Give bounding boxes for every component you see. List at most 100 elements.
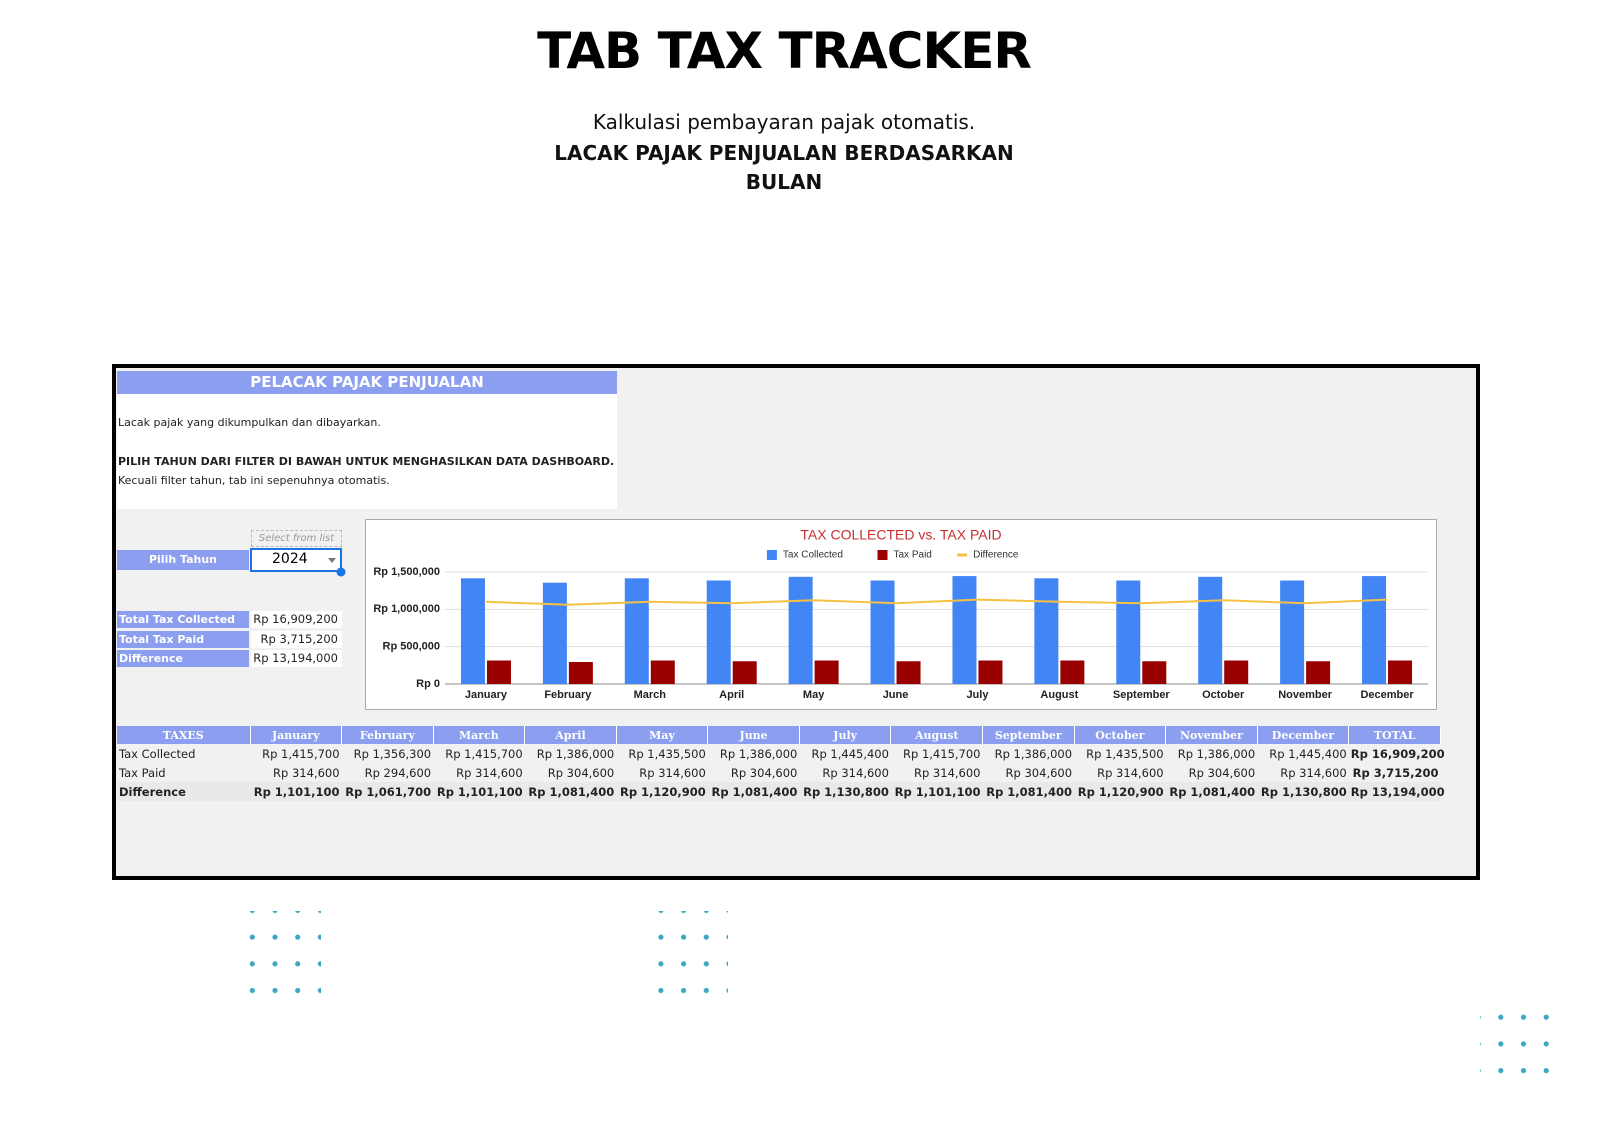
bar [952, 576, 977, 684]
dot-grid [1480, 996, 1560, 1086]
x-tick-label: August [1040, 689, 1078, 701]
table-cell: Rp 314,600 [639, 765, 706, 780]
bar [1362, 576, 1387, 684]
table-cell: Rp 1,081,400 [707, 782, 800, 801]
bar [1142, 661, 1167, 684]
table-cell: Rp 1,081,400 [1165, 782, 1258, 801]
bar [1198, 576, 1223, 684]
header-cell: October [1074, 726, 1167, 744]
table-cell: Rp 314,600 [1280, 765, 1347, 780]
x-tick-label: July [966, 689, 989, 701]
x-tick-label: December [1360, 689, 1414, 701]
summary-value: Rp 3,715,200 [251, 630, 342, 648]
summary-value: Rp 16,909,200 [251, 611, 342, 628]
bar [978, 660, 1003, 684]
panel-title: PELACAK PAJAK PENJUALAN [117, 371, 617, 394]
x-tick-label: May [803, 689, 825, 701]
table-cell: Rp 304,600 [1005, 765, 1073, 780]
table-cell: Rp 1,061,700 [341, 782, 434, 801]
header-cell: January [250, 726, 343, 744]
table-cell: Rp 1,435,500 [628, 746, 706, 761]
panel-instruction: PILIH TAHUN DARI FILTER DI BAWAH UNTUK M… [118, 455, 615, 468]
table-cell: Rp 1,101,100 [250, 782, 342, 801]
bar [650, 660, 675, 684]
header-cell: February [341, 726, 434, 744]
y-tick-label: Rp 1,000,000 [373, 603, 440, 615]
selection-handle [336, 567, 346, 577]
year-dropdown[interactable]: 2024 [250, 548, 346, 577]
bar [486, 660, 511, 684]
header-cell: July [799, 726, 892, 744]
filter-label: Pilih Tahun [117, 550, 249, 570]
header-cell: September [982, 726, 1075, 744]
table-cell: Rp 1,101,100 [433, 782, 525, 801]
line [485, 598, 1388, 606]
legend-marker [766, 550, 777, 560]
table-cell: Rp 294,600 [364, 765, 432, 780]
table-cell: Rp 1,435,500 [1086, 746, 1164, 761]
dropdown-value: 2024 [272, 551, 308, 567]
table-cell: Rp 1,130,800 [1257, 782, 1349, 801]
y-tick-label: Rp 500,000 [383, 641, 440, 653]
summary-label: Total Tax Paid [117, 630, 249, 648]
dot-grid [241, 911, 321, 1001]
table-cell: Rp 1,386,000 [1177, 746, 1256, 761]
chart-title: TAX COLLECTED vs. TAX PAID [800, 527, 1001, 543]
table-cell: Rp 304,600 [547, 765, 615, 780]
table-cell: Rp 1,081,400 [982, 782, 1075, 801]
panel-body: Lacak pajak yang dikumpulkan dan dibayar… [117, 394, 617, 509]
bar [706, 580, 731, 684]
subtitle: Kalkulasi pembayaran pajak otomatis. [592, 110, 976, 134]
summary-label: Difference [117, 650, 249, 667]
bar [1034, 578, 1059, 684]
x-tick-label: November [1278, 689, 1333, 701]
bar [624, 578, 649, 684]
header-cell: March [433, 726, 526, 744]
bar [1224, 660, 1249, 684]
summary-value: Rp 13,194,000 [251, 650, 342, 667]
y-tick-label: Rp 1,500,000 [373, 566, 440, 578]
x-tick-label: February [544, 689, 592, 701]
table-cell: Rp 1,120,900 [616, 782, 708, 801]
table-cell: Difference [117, 782, 250, 801]
table-cell: Rp 1,445,400 [1269, 746, 1347, 761]
legend-label: Tax Collected [783, 550, 843, 561]
table-cell: Rp 1,356,300 [353, 746, 432, 761]
table-cell: Rp 304,600 [730, 765, 798, 780]
table-cell: Rp 1,120,900 [1074, 782, 1166, 801]
table-cell: Rp 3,715,200 [1352, 765, 1439, 780]
filter-hint: Select from list [251, 530, 342, 547]
table-cell: Rp 1,130,800 [799, 782, 891, 801]
x-tick-label: January [465, 689, 508, 701]
header-cell: June [707, 726, 800, 744]
dot-grid [648, 911, 728, 1001]
header-cell: April [524, 726, 617, 744]
bar [568, 662, 593, 684]
bar [788, 576, 813, 684]
table-row: Tax Collected Rp 1,415,700 Rp 1,356,300 Rp … [117, 744, 1445, 763]
header-cell: TOTAL [1348, 726, 1441, 744]
x-tick-label: October [1202, 689, 1245, 701]
table-cell: Rp 1,386,000 [994, 746, 1073, 761]
x-tick-label: June [883, 689, 909, 701]
bar [1388, 660, 1413, 684]
header-cell: TAXES [117, 726, 251, 744]
bar [1306, 661, 1331, 684]
table-cell: Rp 314,600 [822, 765, 889, 780]
table-cell: Tax Paid [119, 765, 166, 780]
panel-note: Kecuali filter tahun, tab ini sepenuhnya… [118, 474, 390, 487]
table-cell: Rp 304,600 [1188, 765, 1256, 780]
header-cell: August [890, 726, 983, 744]
summary-label: Total Tax Collected [117, 611, 249, 628]
x-tick-label: April [719, 689, 744, 701]
panel-description: Lacak pajak yang dikumpulkan dan dibayar… [118, 416, 381, 429]
bar [1116, 580, 1141, 684]
legend-marker [877, 550, 888, 560]
bar [870, 580, 895, 684]
table-cell: Rp 314,600 [273, 765, 340, 780]
bar [896, 661, 921, 684]
header-cell: May [616, 726, 709, 744]
table-cell: Rp 1,445,400 [811, 746, 889, 761]
bar [1060, 660, 1085, 684]
